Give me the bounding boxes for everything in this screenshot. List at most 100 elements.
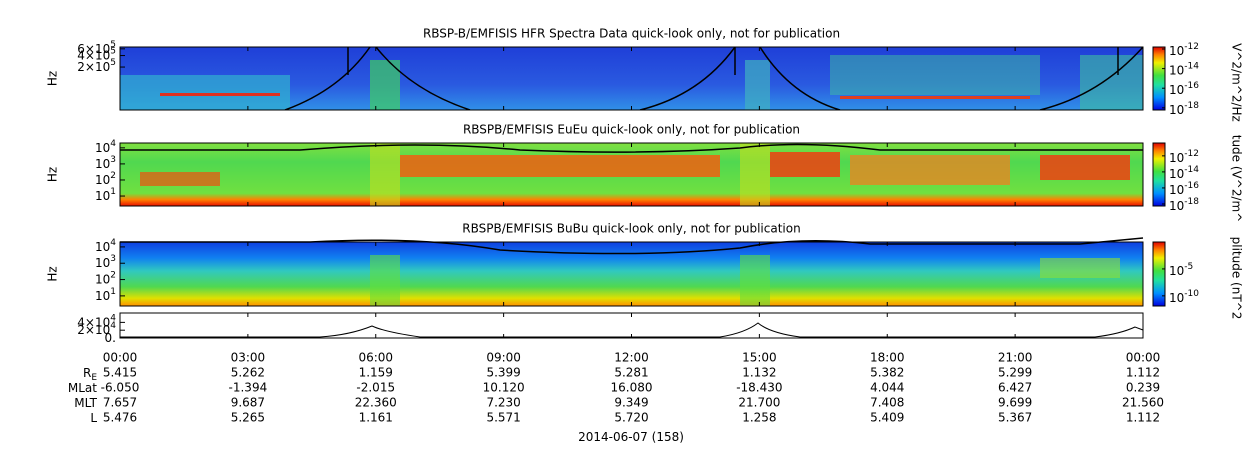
y-tick-label: 103 [95, 254, 116, 270]
ephemeris-value: 5.367 [998, 411, 1032, 425]
ephemeris-value: 7.408 [870, 396, 904, 410]
ephemeris-value: -1.394 [229, 381, 268, 395]
ephemeris-value: 21.560 [1122, 396, 1164, 410]
ephemeris-value: 5.399 [486, 366, 520, 380]
y-tick-label: 4×105 [77, 46, 116, 62]
ephemeris-value: 5.265 [231, 411, 265, 425]
y-tick-label-exp: 2 [110, 170, 116, 180]
colorbar-tick-label: 10-16 [1169, 81, 1199, 97]
ephemeris-value: 5.409 [870, 411, 904, 425]
y-tick-label-base: 2×10 [77, 60, 110, 74]
y-tick-label-exp: 4 [110, 313, 116, 323]
ephemeris-value: -6.050 [101, 381, 140, 395]
ephemeris-label-sub: E [91, 373, 97, 383]
ephemeris-value: 6.427 [998, 381, 1032, 395]
ephemeris-value: 5.476 [103, 411, 137, 425]
y-axis-label: Hz [46, 71, 60, 86]
y-tick-label-base: 0. [105, 331, 116, 345]
x-tick-label: 00:00 [1126, 351, 1161, 365]
y-tick-label-base: 10 [95, 189, 110, 203]
y-tick-label-exp: 2 [110, 270, 116, 280]
date-label: 2014-06-07 (158) [578, 430, 684, 444]
y-tick-label-base: 10 [95, 172, 110, 186]
y-tick-label-exp: 3 [110, 254, 116, 264]
colorbar-tick-label-exp: -12 [1184, 148, 1199, 158]
panel-title: RBSPB/EMFISIS BuBu quick-look only, not … [462, 222, 800, 236]
y-tick-label: 104 [95, 138, 116, 154]
x-tick-label: 09:00 [486, 351, 521, 365]
ephemeris-value: 9.349 [614, 396, 648, 410]
y-tick-label: 102 [95, 270, 116, 286]
x-tick-label: 03:00 [231, 351, 266, 365]
y-tick-label-base: 2×10 [77, 323, 110, 337]
ephemeris-label-text: MLT [74, 396, 97, 410]
spectrogram-bubu [120, 237, 1144, 306]
y-tick-label-base: 10 [95, 272, 110, 286]
x-tick-label: 15:00 [742, 351, 777, 365]
colorbar-tick-label: 10-5 [1169, 261, 1193, 277]
ephemeris-value: 9.699 [998, 396, 1032, 410]
ephemeris-value: 1.132 [742, 366, 776, 380]
y-tick-label-exp: 3 [110, 154, 116, 164]
y-tick-label: 0. [105, 331, 116, 345]
y-tick-label-exp: 4 [110, 138, 116, 148]
y-axis-label: Hz [46, 167, 60, 182]
colorbar-tick-label-exp: -14 [1184, 61, 1199, 71]
x-tick-label: 12:00 [614, 351, 649, 365]
y-tick-label-exp: 5 [110, 39, 116, 49]
ephemeris-value: 0.239 [1126, 381, 1160, 395]
x-tick-label: 06:00 [358, 351, 393, 365]
colorbar-tick-label: 10-10 [1169, 288, 1199, 304]
colorbar-tick-label-base: 10 [1169, 182, 1184, 196]
colorbar-tick-label-base: 10 [1169, 198, 1184, 212]
ephemeris-label-text: R [83, 366, 91, 380]
y-tick-label-base: 10 [95, 140, 110, 154]
colorbar-tick-label-exp: -18 [1184, 100, 1199, 110]
colorbar-tick-label: 10-12 [1169, 148, 1199, 164]
ephemeris-value: 1.112 [1126, 366, 1160, 380]
ephemeris-value: 1.161 [359, 411, 393, 425]
y-tick-label: 6×105 [77, 39, 116, 55]
ephemeris-value: 16.080 [611, 381, 653, 395]
colorbar-tick-label: 10-18 [1169, 196, 1199, 212]
colorbar [1152, 46, 1166, 111]
ephemeris-label: L [90, 411, 97, 425]
panel-title: RBSPB/EMFISIS EuEu quick-look only, not … [463, 123, 800, 137]
y-tick-label-base: 10 [95, 156, 110, 170]
ephemeris-value: 1.159 [359, 366, 393, 380]
colorbar [1152, 142, 1166, 207]
y-tick-label-base: 10 [95, 288, 110, 302]
ephemeris-value: 5.262 [231, 366, 265, 380]
y-tick-label: 102 [95, 170, 116, 186]
panel-title: RBSP-B/EMFISIS HFR Spectra Data quick-lo… [423, 27, 840, 41]
y-tick-label: 101 [95, 187, 116, 203]
colorbar-tick-label-base: 10 [1169, 150, 1184, 164]
y-tick-label-exp: 1 [110, 187, 116, 197]
colorbar-tick-label-exp: -14 [1184, 164, 1199, 174]
y-tick-label-exp: 4 [110, 321, 116, 331]
colorbar-tick-label-exp: -16 [1184, 81, 1199, 91]
ephemeris-label: MLat [68, 381, 97, 395]
ephemeris-label: RE [83, 366, 97, 383]
ephemeris-value: 5.281 [614, 366, 648, 380]
ephemeris-value: 1.112 [1126, 411, 1160, 425]
colorbar-label: V^2/m^2/Hz [1230, 43, 1244, 122]
ephemeris-label-text: L [90, 411, 97, 425]
ephemeris-value: -2.015 [356, 381, 395, 395]
ephemeris-value: 5.571 [486, 411, 520, 425]
y-axis-label: Hz [46, 266, 60, 281]
y-tick-label-exp: 5 [110, 58, 116, 68]
colorbar-tick-label-base: 10 [1169, 290, 1184, 304]
colorbar-tick-label: 10-16 [1169, 180, 1199, 196]
ephemeris-value: 22.360 [355, 396, 397, 410]
y-tick-label-exp: 5 [110, 46, 116, 56]
colorbar [1152, 241, 1166, 307]
y-tick-label: 104 [95, 237, 116, 253]
colorbar-label: plitude (nT^2 [1230, 237, 1244, 320]
colorbar-tick-label-exp: -12 [1184, 42, 1199, 52]
y-tick-label-base: 10 [95, 256, 110, 270]
y-tick-label: 2×104 [77, 321, 116, 337]
spectrogram-hfr [120, 47, 1143, 110]
ephemeris-value: 5.299 [998, 366, 1032, 380]
